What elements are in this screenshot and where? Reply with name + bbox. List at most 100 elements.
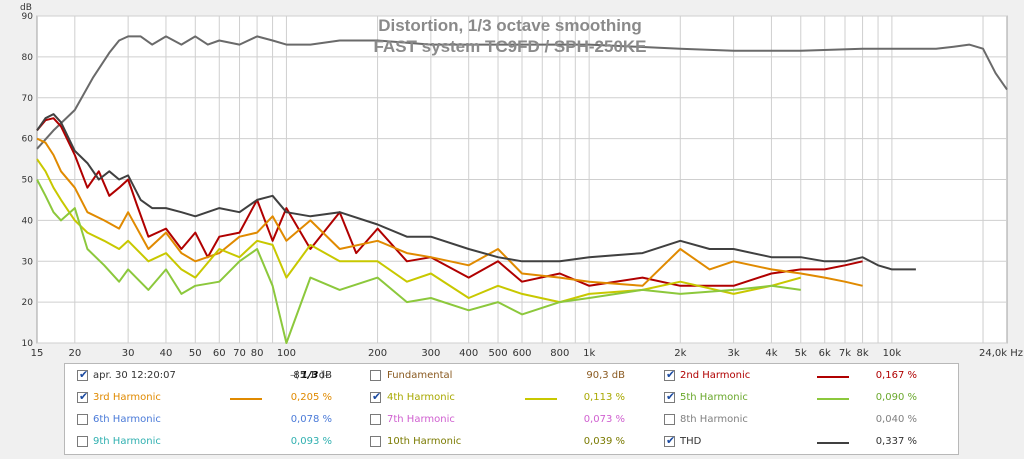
timestamp-checkbox[interactable]: ✔ <box>77 368 89 381</box>
x-tick-label: 15 <box>31 348 44 359</box>
series-line-fundamental <box>36 35 1008 150</box>
x-tick-label: 3k <box>728 348 740 359</box>
h2-swatch <box>817 376 849 378</box>
check-icon: ✔ <box>79 368 89 381</box>
smoothing-value: 1/3 <box>300 370 319 381</box>
x-tick-label: 2k <box>674 348 686 359</box>
y-tick-label: 60 <box>22 135 34 145</box>
series-line-4th-harmonic <box>36 158 802 304</box>
h7-label: 7th Harmonic <box>387 414 455 425</box>
h8-label: 8th Harmonic <box>680 414 748 425</box>
h9-label: 9th Harmonic <box>93 436 161 447</box>
x-tick-label: 50 <box>189 348 202 359</box>
x-tick-label: 800 <box>550 348 569 359</box>
x-tick-label: 600 <box>512 348 531 359</box>
h3-value: 0,205 % <box>290 392 332 403</box>
tick-labels: 10 20 30 40 50 60 70 80 90 15 20 30 40 50 60 70 80 100 200… <box>22 12 1023 359</box>
stepper-left-icon: –( <box>290 370 299 381</box>
y-tick-label: 40 <box>22 216 34 226</box>
check-icon: ✔ <box>79 390 89 403</box>
h4-value: 0,113 % <box>583 392 625 403</box>
fundamental-checkbox[interactable] <box>370 370 381 381</box>
h10-value: 0,039 % <box>583 436 625 447</box>
check-icon: ✔ <box>372 390 382 403</box>
series-line-2nd-harmonic <box>36 117 863 287</box>
h6-checkbox[interactable] <box>77 414 88 425</box>
h6-value: 0,078 % <box>290 414 332 425</box>
h5-checkbox[interactable]: ✔ <box>664 390 676 403</box>
distortion-chart: 10 20 30 40 50 60 70 80 90 15 20 30 40 50 60 70 80 100 200… <box>20 3 1023 359</box>
x-tick-label: 400 <box>459 348 478 359</box>
h8-checkbox[interactable] <box>664 414 675 425</box>
h5-swatch <box>817 398 849 400</box>
h6-label: 6th Harmonic <box>93 414 161 425</box>
legend-row: ✔ apr. 30 12:20:07 –(1/3)– 85,1 dB Funda… <box>65 366 958 386</box>
x-tick-label: 80 <box>251 348 264 359</box>
h10-checkbox[interactable] <box>370 436 381 447</box>
chart-title: Distortion, 1/3 octave smoothing <box>378 16 642 35</box>
h10-label: 10th Harmonic <box>387 436 462 447</box>
x-tick-label: 10k <box>883 348 902 359</box>
y-tick-label: 20 <box>22 298 34 308</box>
h5-value: 0,090 % <box>875 392 917 403</box>
h8-value: 0,040 % <box>875 414 917 425</box>
x-tick-label: 1k <box>583 348 595 359</box>
thd-checkbox[interactable]: ✔ <box>664 434 676 447</box>
x-tick-label: 60 <box>213 348 226 359</box>
x-tick-label: 7k <box>839 348 851 359</box>
h7-checkbox[interactable] <box>370 414 381 425</box>
legend-panel: ✔ apr. 30 12:20:07 –(1/3)– 85,1 dB Funda… <box>64 363 959 455</box>
h2-checkbox[interactable]: ✔ <box>664 368 676 381</box>
legend-row: ✔ 3rd Harmonic 0,205 % ✔ 4th Harmonic 0,… <box>65 388 958 408</box>
x-tick-label: 20 <box>68 348 81 359</box>
check-icon: ✔ <box>666 390 676 403</box>
legend-row: 6th Harmonic 0,078 % 7th Harmonic 0,073 … <box>65 410 958 430</box>
y-tick-label: 70 <box>22 94 34 104</box>
x-tick-label: 40 <box>160 348 173 359</box>
x-tick-label: 200 <box>368 348 387 359</box>
thd-value: 0,337 % <box>875 436 917 447</box>
series-lines <box>36 35 1008 344</box>
series-line-thd <box>36 113 916 271</box>
y-tick-label: 50 <box>22 176 34 186</box>
h5-label: 5th Harmonic <box>680 392 748 403</box>
thd-swatch <box>817 442 849 444</box>
y-axis-label: dB <box>20 3 32 13</box>
x-tick-label: 100 <box>277 348 296 359</box>
fundamental-label: Fundamental <box>387 370 453 381</box>
h4-label: 4th Harmonic <box>387 392 455 403</box>
measurement-timestamp: apr. 30 12:20:07 <box>93 370 176 381</box>
x-tick-label: 5k <box>795 348 807 359</box>
h3-label: 3rd Harmonic <box>93 392 161 403</box>
stepper-right-icon: )– <box>320 370 330 381</box>
y-tick-label: 90 <box>22 12 34 22</box>
x-tick-label: 4k <box>765 348 777 359</box>
x-tick-label: 6k <box>819 348 831 359</box>
h9-checkbox[interactable] <box>77 436 88 447</box>
h4-checkbox[interactable]: ✔ <box>370 390 382 403</box>
smoothing-stepper[interactable]: –(1/3)– <box>290 370 329 381</box>
h9-value: 0,093 % <box>290 436 332 447</box>
chart-subtitle: FAST system TC9FD / SPH-250KE <box>373 37 646 56</box>
h3-swatch <box>230 398 262 400</box>
fundamental-value: 90,3 dB <box>586 370 625 381</box>
smoothing-level: 85,1 dB <box>293 370 332 381</box>
thd-label: THD <box>680 436 702 447</box>
h2-label: 2nd Harmonic <box>680 370 751 381</box>
series-line-3rd-harmonic <box>36 137 863 287</box>
check-icon: ✔ <box>666 434 676 447</box>
y-tick-label: 10 <box>22 339 34 349</box>
legend-row: 9th Harmonic 0,093 % 10th Harmonic 0,039… <box>65 432 958 452</box>
x-tick-label: 24,0k Hz <box>979 348 1023 359</box>
h3-checkbox[interactable]: ✔ <box>77 390 89 403</box>
grid <box>37 15 1007 344</box>
y-tick-label: 30 <box>22 257 34 267</box>
h7-value: 0,073 % <box>583 414 625 425</box>
y-tick-label: 80 <box>22 53 34 63</box>
h4-swatch <box>525 398 557 400</box>
x-tick-label: 500 <box>488 348 507 359</box>
check-icon: ✔ <box>666 368 676 381</box>
x-tick-label: 8k <box>856 348 868 359</box>
h2-value: 0,167 % <box>875 370 917 381</box>
x-tick-label: 30 <box>122 348 135 359</box>
